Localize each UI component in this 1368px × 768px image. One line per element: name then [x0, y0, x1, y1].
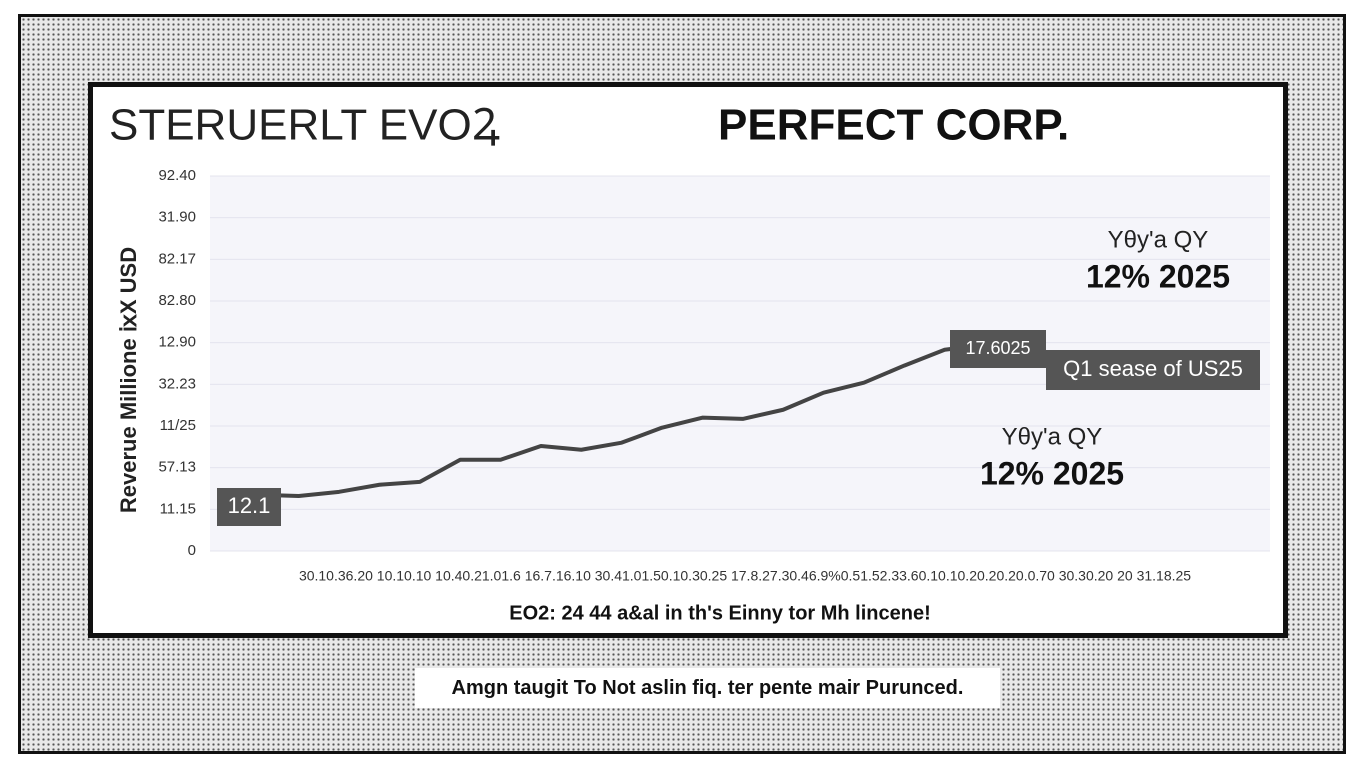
chart-title: PERFECT CORP.	[718, 101, 1069, 150]
peak-note-box	[1046, 350, 1260, 390]
y-tick-label: 92.40	[158, 167, 196, 184]
note-top: Yθy'a QY	[1108, 226, 1209, 253]
y-tick-label: 11.15	[160, 500, 196, 517]
y-axis-label: Reverue Millione ⅸX USD	[116, 247, 141, 513]
note-top: Yθy'a QY	[1002, 423, 1103, 450]
x-tick-labels: 30.10.36.20 10.10.10 10.40.21.01.6 16.7.…	[299, 568, 1191, 584]
y-tick-label: 12.90	[158, 334, 196, 351]
y-tick-label: 82.17	[158, 250, 196, 267]
y-tick-label: 57.13	[158, 459, 196, 476]
y-tick-label: 0	[188, 542, 196, 559]
data-line	[217, 342, 986, 510]
peak-note: Q1 sease of US25	[1063, 356, 1243, 381]
x-axis-label: EO2: 24 44 a&al in th's Einny tor Mh lin…	[509, 602, 931, 624]
peak-label: 17.6025	[965, 338, 1030, 358]
start-label-box	[217, 488, 281, 526]
y-tick-label: 82.80	[158, 292, 196, 309]
note-bottom: 12% 2025	[1086, 258, 1230, 294]
y-tick-label: 32.23	[158, 375, 196, 392]
note-bottom: 12% 2025	[980, 455, 1124, 491]
y-tick-label: 31.90	[158, 209, 196, 226]
footer: Amgn taugit To Not aslin fiq. ter pente …	[415, 668, 1000, 708]
y-tick-label: 11/25	[160, 417, 196, 434]
start-label: 12.1	[228, 493, 271, 518]
chart-title: STERUERLT EVOꝜ	[109, 101, 500, 150]
peak-label-box	[950, 330, 1046, 368]
